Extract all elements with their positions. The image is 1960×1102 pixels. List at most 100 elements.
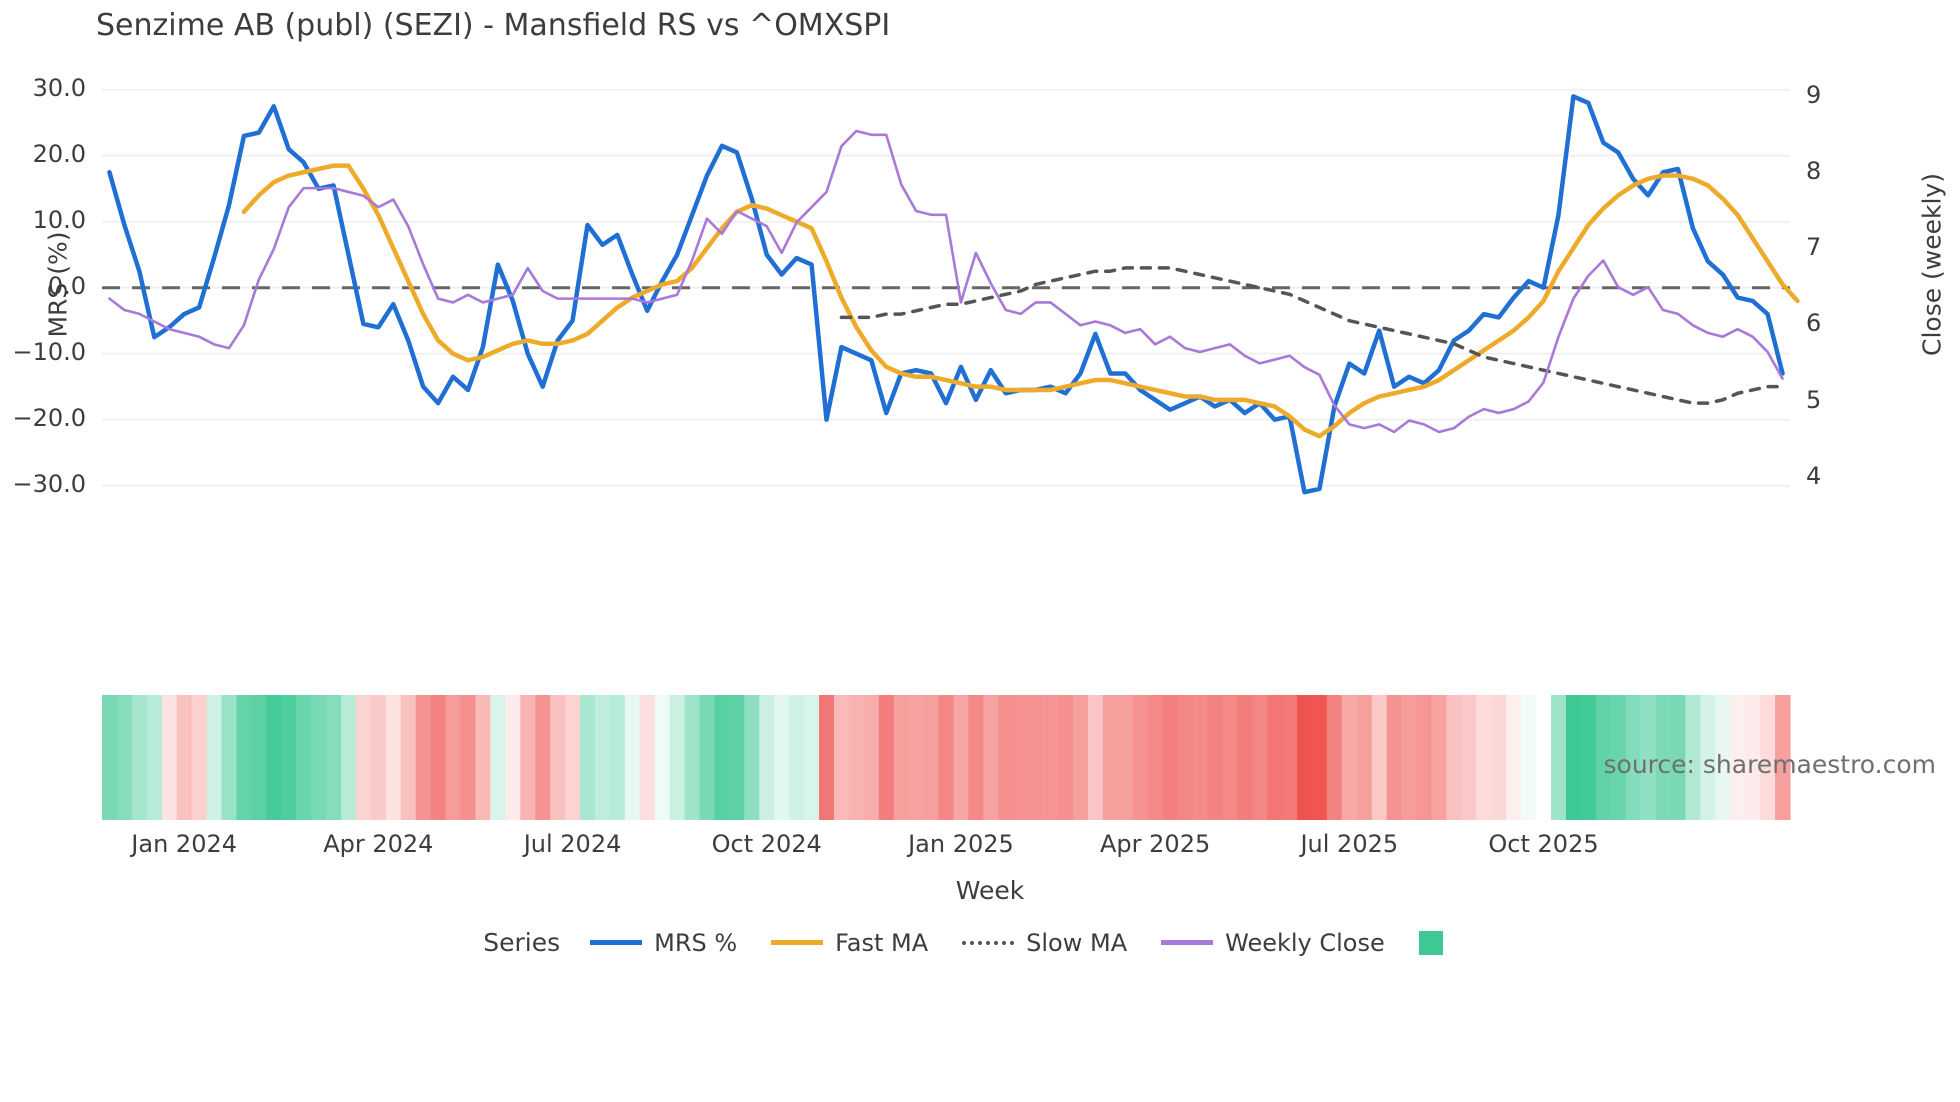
legend-line-swatch [962,940,1015,945]
heat-band [296,695,312,820]
heat-band [833,695,850,820]
legend-heat-swatch [1418,930,1443,955]
legend-item[interactable]: Fast MA [771,929,928,957]
heat-band [774,695,790,820]
legend-item-label: Fast MA [835,928,929,957]
heat-band [1326,695,1343,820]
mrs-heat-strip [102,695,1791,820]
x-axis-label: Week [955,876,1025,905]
heat-band [146,695,163,820]
heat-band [744,695,760,820]
heat-band [1536,695,1552,820]
heat-band [759,695,775,820]
heat-band [998,695,1014,820]
heat-band [1192,695,1209,820]
heat-band [789,695,805,820]
heat-band [236,695,252,820]
x-tick: Oct 2025 [1488,830,1599,858]
y-tick-right: 4 [1806,461,1822,490]
heat-band [580,695,596,820]
heat-band [1013,695,1029,820]
heat-band [116,695,133,820]
heat-band [251,695,267,820]
y-tick-right: 7 [1806,233,1822,262]
heat-band [1043,695,1059,820]
series-line-fast-ma [241,163,1800,439]
heat-band [415,695,432,820]
heat-band [1311,695,1328,820]
heat-band [161,695,178,820]
heat-band [1595,695,1612,820]
legend-item-label: MRS % [654,928,738,957]
legend-line-swatch [1161,940,1214,945]
heat-band [1745,695,1761,820]
heat-band [102,695,118,820]
heat-band [1132,695,1149,820]
heat-band [1685,695,1701,820]
x-tick: Jan 2024 [131,830,237,858]
x-tick: Oct 2024 [711,830,822,858]
heat-band [624,695,641,820]
heat-band [1715,695,1731,820]
heat-band [341,695,357,820]
heat-band [1102,695,1119,820]
heat-band [1625,695,1642,820]
heat-band [266,695,282,820]
heat-band [475,695,491,820]
heat-band [1237,695,1253,820]
x-tick: Jan 2025 [908,830,1014,858]
heat-band [206,695,223,820]
y-tick-left: −30.0 [12,469,86,498]
heat-band [505,695,521,820]
heat-band [654,695,671,820]
y-tick-left: −20.0 [12,403,86,432]
heat-band [953,695,970,820]
x-tick: Apr 2024 [323,830,434,858]
heat-band [1028,695,1044,820]
heat-band [1252,695,1268,820]
heat-band [176,695,193,820]
heat-band [639,695,656,820]
heat-band [863,695,880,820]
heat-band [1386,695,1403,820]
heat-band [684,695,701,820]
page-title: Senzime AB (publ) (SEZI) - Mansfield RS … [96,8,891,43]
heat-band [983,695,999,820]
heat-band [729,695,745,820]
y-tick-right: 5 [1806,385,1822,414]
heat-band [804,695,820,820]
heat-band [1222,695,1238,820]
heat-band [1580,695,1597,820]
heat-band [460,695,477,820]
heat-band [1416,695,1433,820]
heat-band [191,695,208,820]
heat-band [893,695,910,820]
heat-band [1356,695,1373,820]
source-watermark: source: sharemaestro.com [1603,750,1937,779]
legend-item[interactable]: Weekly Close [1161,929,1385,957]
heat-band [1446,695,1462,820]
heat-band [131,695,148,820]
heat-band [1072,695,1089,820]
series-line-weekly-close [108,129,1784,434]
heat-band [1655,695,1672,820]
heat-band [565,695,581,820]
y-axis-right-label: Close (weekly) [1917,173,1947,356]
heat-band [550,695,566,820]
heat-band [1117,695,1134,820]
legend-item[interactable] [1418,930,1443,955]
y-tick-left: 10.0 [32,205,86,234]
heat-band [1730,695,1746,820]
y-tick-right: 9 [1806,80,1822,109]
legend-item[interactable]: Slow MA [962,929,1127,957]
heat-band [535,695,551,820]
heat-band [326,695,342,820]
heat-band [594,695,611,820]
y-tick-right: 8 [1806,156,1822,185]
heat-band [221,695,238,820]
legend-item[interactable]: MRS % [590,929,737,957]
heat-band [1087,695,1104,820]
heat-band [1565,695,1582,820]
heat-band [1147,695,1164,820]
